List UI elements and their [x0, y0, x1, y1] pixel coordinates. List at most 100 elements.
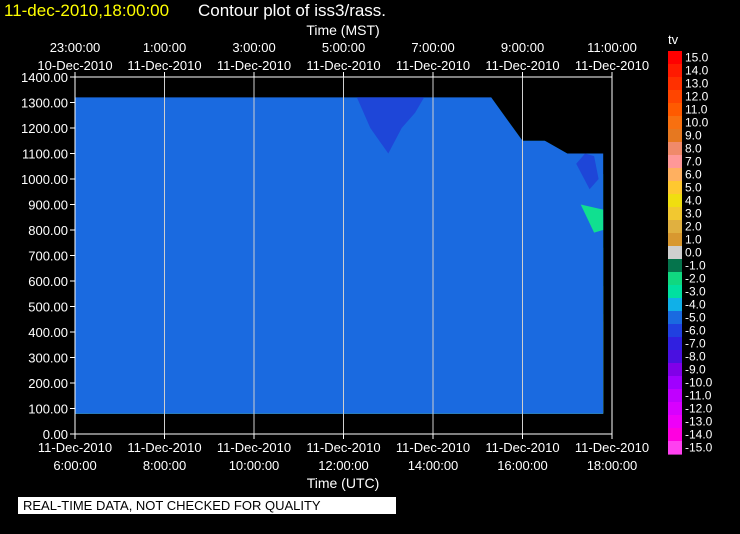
colorbar-tick-label: 10.0 [685, 116, 709, 130]
colorbar-tick-label: -12.0 [685, 402, 713, 416]
y-tick-label: 1100.00 [22, 147, 68, 162]
x-bottom-tick-time: 14:00:00 [408, 458, 459, 473]
colorbar-tick-label: -1.0 [685, 259, 706, 273]
x-axis-top-ticks: 23:00:00 10-Dec-2010 1:00:00 11-Dec-2010 3:0… [37, 40, 649, 77]
colorbar-swatch [668, 77, 682, 91]
y-tick-label: 100.00 [28, 402, 68, 417]
colorbar-swatch [668, 207, 682, 221]
x-bottom-tick-date: 11-Dec-2010 [485, 440, 559, 455]
colorbar-tick-label: 2.0 [685, 220, 702, 234]
colorbar-swatch [668, 155, 682, 169]
x-top-tick-date: 11-Dec-2010 [485, 58, 559, 73]
colorbar-tick-label: -7.0 [685, 337, 706, 351]
colorbar-tick-label: -6.0 [685, 324, 706, 338]
y-tick-label: 900.00 [28, 198, 68, 213]
colorbar-swatch [668, 285, 682, 299]
colorbar-legend: 15.014.013.012.011.010.09.08.07.06.05.04… [668, 51, 713, 455]
colorbar-tick-label: -13.0 [685, 415, 713, 429]
x-top-tick-date: 11-Dec-2010 [306, 58, 380, 73]
chart-title: Contour plot of iss3/rass. [198, 1, 387, 20]
colorbar-tick-label: 9.0 [685, 129, 702, 143]
colorbar-swatch [668, 441, 682, 455]
colorbar-tick-label: 8.0 [685, 142, 702, 156]
x-top-tick-time: 23:00:00 [50, 40, 101, 55]
x-bottom-tick-date: 11-Dec-2010 [217, 440, 291, 455]
colorbar-tick-label: 12.0 [685, 90, 709, 104]
x-top-tick-date: 11-Dec-2010 [575, 58, 649, 73]
colorbar-swatch [668, 272, 682, 286]
y-tick-label: 200.00 [28, 376, 68, 391]
x-top-tick-time: 11:00:00 [587, 40, 637, 55]
quality-banner: REAL-TIME DATA, NOT CHECKED FOR QUALITY [18, 497, 396, 514]
colorbar-tick-label: -15.0 [685, 441, 713, 455]
colorbar-tick-label: 14.0 [685, 64, 709, 78]
x-bottom-tick-time: 10:00:00 [229, 458, 280, 473]
x-top-tick-time: 3:00:00 [232, 40, 275, 55]
colorbar-tick-label: 13.0 [685, 77, 709, 91]
y-tick-label: 300.00 [28, 351, 68, 366]
colorbar-tick-label: -9.0 [685, 363, 706, 377]
colorbar-swatch [668, 324, 682, 338]
y-tick-label: 1400.00 [21, 70, 68, 85]
colorbar-tick-label: 4.0 [685, 194, 702, 208]
colorbar-swatch [668, 363, 682, 377]
x-top-tick-date: 11-Dec-2010 [396, 58, 470, 73]
contour-pocket-0 [356, 97, 425, 154]
colorbar-swatch [668, 246, 682, 260]
colorbar-label: tv [668, 32, 679, 47]
colorbar-tick-label: -14.0 [685, 428, 713, 442]
colorbar-tick-label: -10.0 [685, 376, 713, 390]
colorbar-swatch [668, 90, 682, 104]
colorbar-swatch [668, 298, 682, 312]
x-axis-top-label: Time (MST) [306, 22, 379, 38]
x-bottom-tick-time: 18:00:00 [587, 458, 638, 473]
colorbar-swatch [668, 415, 682, 429]
colorbar-swatch [668, 389, 682, 403]
colorbar-tick-label: -8.0 [685, 350, 706, 364]
colorbar-tick-label: 6.0 [685, 168, 702, 182]
y-tick-label: 700.00 [28, 249, 68, 264]
contour-pocket-1 [576, 153, 599, 190]
y-tick-label: 0.00 [43, 427, 68, 442]
colorbar-swatch [668, 142, 682, 156]
colorbar-swatch [668, 116, 682, 130]
x-bottom-tick-date: 11-Dec-2010 [575, 440, 649, 455]
colorbar-swatch [668, 181, 682, 195]
x-top-tick-time: 5:00:00 [322, 40, 365, 55]
colorbar-swatch [668, 402, 682, 416]
colorbar-tick-label: 15.0 [685, 51, 709, 65]
colorbar-swatch [668, 259, 682, 273]
colorbar-swatch [668, 103, 682, 117]
x-bottom-tick-date: 11-Dec-2010 [38, 440, 112, 455]
y-tick-label: 400.00 [28, 325, 68, 340]
grid-lines [164, 77, 523, 434]
x-bottom-tick-date: 11-Dec-2010 [127, 440, 201, 455]
colorbar-tick-label: 7.0 [685, 155, 702, 169]
x-top-tick-date: 11-Dec-2010 [217, 58, 291, 73]
y-tick-label: 1000.00 [21, 172, 68, 187]
colorbar-tick-label: 5.0 [685, 181, 702, 195]
colorbar-swatch [668, 428, 682, 442]
colorbar-tick-label: -5.0 [685, 311, 706, 325]
y-axis-ticks: 0.00 100.00 200.00 300.00 400.00 500.00 600.00… [21, 70, 75, 442]
contour-bands [75, 77, 604, 414]
colorbar-swatch [668, 311, 682, 325]
contour-band-7 [75, 97, 604, 414]
contour-pocket-2 [580, 204, 604, 233]
colorbar-swatch [668, 350, 682, 364]
x-bottom-tick-time: 12:00:00 [318, 458, 369, 473]
colorbar-tick-label: 3.0 [685, 207, 702, 221]
colorbar-swatch [668, 64, 682, 78]
y-tick-label: 1200.00 [21, 121, 68, 136]
colorbar-swatch [668, 129, 682, 143]
x-bottom-tick-date: 11-Dec-2010 [306, 440, 380, 455]
x-bottom-tick-date: 11-Dec-2010 [396, 440, 470, 455]
x-top-tick-time: 1:00:00 [143, 40, 186, 55]
colorbar-tick-label: -4.0 [685, 298, 706, 312]
x-top-tick-time: 9:00:00 [501, 40, 544, 55]
x-axis-bottom-ticks: 11-Dec-2010 6:00:00 11-Dec-2010 8:00:00 11-D… [38, 434, 649, 473]
colorbar-swatch [668, 220, 682, 234]
colorbar-swatch [668, 51, 682, 65]
y-tick-label: 500.00 [28, 300, 68, 315]
x-top-tick-date: 10-Dec-2010 [37, 58, 112, 73]
